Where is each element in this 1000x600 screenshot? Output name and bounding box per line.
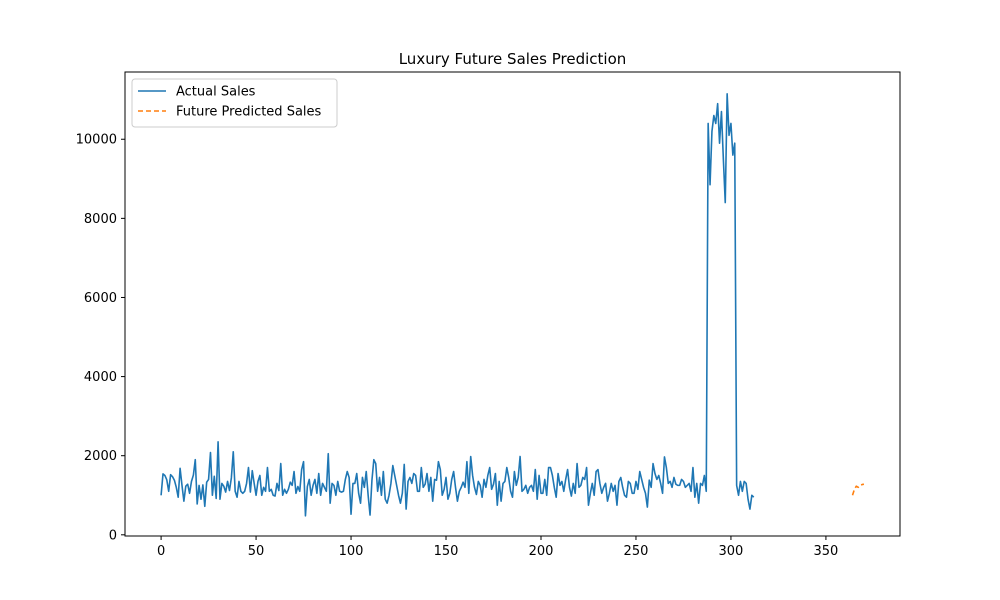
legend: Actual Sales Future Predicted Sales [131,78,338,128]
x-tick-label: 300 [719,544,744,559]
legend-label: Future Predicted Sales [176,105,322,120]
legend-box [131,78,338,128]
legend-label: Actual Sales [176,85,256,100]
y-axis: 0 2000 4000 6000 8000 10000 [76,133,125,543]
x-tick-label: 200 [529,544,554,559]
plot-area [160,92,865,517]
x-tick-label: 350 [814,544,839,559]
y-tick-label: 2000 [84,449,117,464]
y-tick-label: 4000 [84,370,117,385]
x-tick-label: 250 [624,544,649,559]
series-line-future-predicted-sales [851,483,865,496]
y-tick-label: 0 [109,528,117,543]
chart-title: Luxury Future Sales Prediction [399,50,627,68]
x-tick-label: 150 [434,544,459,559]
plot-frame [124,71,901,537]
y-tick-label: 6000 [84,291,117,306]
x-axis: 0 50 100 150 200 250 300 350 [157,536,838,559]
y-tick-label: 10000 [76,133,117,148]
series-line-actual-sales [160,92,755,517]
x-tick-label: 100 [339,544,364,559]
x-tick-label: 0 [157,544,165,559]
x-tick-label: 50 [248,544,265,559]
y-tick-label: 8000 [84,212,117,227]
